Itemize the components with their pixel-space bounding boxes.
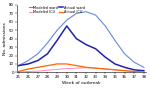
Legend: Modeled ward, Modeled ICU, Actual ward, Actual ICU: Modeled ward, Modeled ICU, Actual ward, …: [29, 5, 85, 15]
X-axis label: Week of outbreak: Week of outbreak: [62, 81, 100, 85]
Y-axis label: No. admissions: No. admissions: [3, 22, 8, 55]
